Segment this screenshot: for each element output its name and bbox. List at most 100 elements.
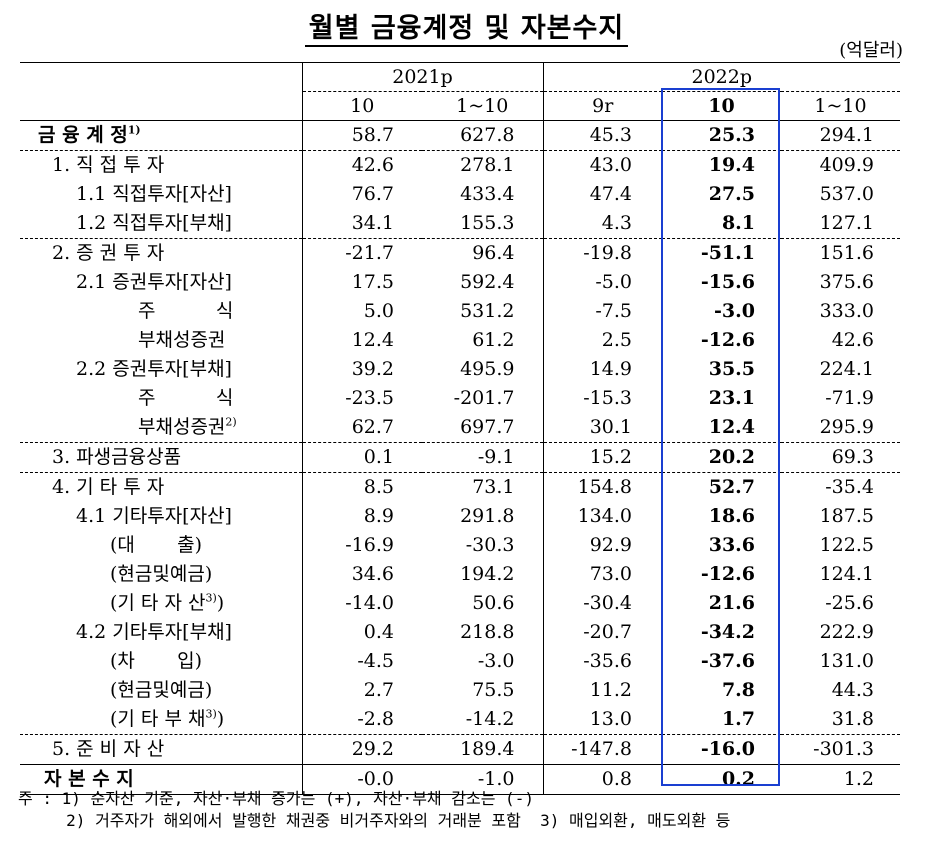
value-cell: -34.2	[700, 621, 755, 643]
table-row: 부채성증권 12.4 61.2 2.5 -12.6 42.6	[20, 326, 900, 355]
row-label-text: (현금및예금)	[110, 563, 213, 585]
value-cell: 31.8	[831, 708, 874, 730]
value-cell: 92.9	[589, 534, 632, 556]
value-cell: 47.4	[589, 183, 632, 205]
value-cell: 62.7	[351, 416, 394, 438]
value-cell: -3.0	[422, 647, 544, 676]
value-cell: 34.6	[351, 563, 394, 585]
value-cell: 537.0	[819, 183, 874, 205]
value-cell: 222.9	[819, 621, 874, 643]
table-row: (기 타 부 채3)) -2.8 -14.2 13.0 1.7 31.8	[20, 705, 900, 735]
header-blank	[20, 62, 303, 121]
row-label: 부채성증권2)	[20, 413, 303, 443]
row-label-text: 4. 기 타 투 자	[52, 476, 165, 498]
footnote-marker: 3)	[205, 591, 217, 605]
value-cell: -3.0	[714, 300, 755, 322]
value-cell: 23.1	[708, 387, 755, 409]
value-cell: -21.7	[302, 238, 422, 268]
value-cell: 33.6	[708, 534, 755, 556]
table-row: 자 본 수 지 -0.0 -1.0 0.8 0.2 1.2	[20, 764, 900, 795]
value-cell: 2.5	[601, 329, 632, 351]
row-label: (기 타 자 산3))	[20, 589, 303, 618]
value-cell: 218.8	[422, 618, 544, 647]
value-cell: -12.6	[700, 329, 755, 351]
value-cell: -35.6	[583, 650, 632, 672]
value-cell: 34.1	[351, 212, 394, 234]
value-cell: 1.7	[721, 708, 755, 730]
row-label-text: 부채성증권	[138, 416, 226, 438]
value-cell: 12.4	[708, 416, 755, 438]
value-cell: 13.0	[589, 708, 632, 730]
header-row-months: 10 1~10 9r 10 1~10	[20, 91, 900, 121]
value-cell: 151.6	[781, 238, 900, 268]
value-cell: 61.2	[422, 326, 544, 355]
value-cell: -15.3	[583, 387, 632, 409]
value-cell: -20.7	[583, 621, 632, 643]
value-cell: 30.1	[589, 416, 632, 438]
row-label: 2.2 증권투자[부채]	[20, 355, 303, 384]
footnote-line: 2) 거주자가 해외에서 발행한 채권중 비거주자와의 거래분 포함 3) 매입…	[18, 811, 731, 830]
header-col: 1~10	[781, 91, 900, 121]
footnote-marker: 2)	[225, 415, 237, 429]
row-label-text: (기 타 부 채	[110, 708, 206, 730]
value-cell: 8.1	[721, 212, 755, 234]
value-cell: 69.3	[781, 442, 900, 473]
row-label: 5. 준 비 자 산	[20, 734, 303, 765]
row-label-text: 3. 파생금융상품	[52, 446, 182, 468]
value-cell: -16.9	[345, 534, 394, 556]
page-title: 월별 금융계정 및 자본수지	[0, 6, 933, 47]
row-label-text: 금 융 계 정	[38, 124, 128, 146]
value-cell: 5.0	[363, 300, 394, 322]
row-label-text: (현금및예금)	[110, 679, 213, 701]
value-cell: 375.6	[819, 271, 874, 293]
row-label-text: (차 입)	[110, 650, 203, 672]
value-cell: 294.1	[781, 120, 900, 151]
value-cell: -25.6	[825, 592, 874, 614]
value-cell: 131.0	[819, 650, 874, 672]
value-cell: -9.1	[422, 442, 544, 473]
table-row: 금 융 계 정1) 58.7 627.8 45.3 25.3 294.1	[20, 120, 900, 151]
row-label: 2.1 증권투자[자산]	[20, 268, 303, 297]
row-label: 주 식	[20, 297, 303, 326]
row-label: (대 출)	[20, 531, 303, 560]
value-cell: 224.1	[819, 358, 874, 380]
value-cell: 52.7	[662, 472, 781, 502]
value-cell: -5.0	[595, 271, 632, 293]
row-label: (현금및예금)	[20, 676, 303, 705]
row-label: 4.1 기타투자[자산]	[20, 502, 303, 531]
header-year-2022: 2022p	[543, 62, 900, 92]
value-cell: -37.6	[700, 650, 755, 672]
value-cell: 134.0	[577, 505, 632, 527]
table-row: 주 식 -23.5 -201.7 -15.3 23.1 -71.9	[20, 384, 900, 413]
header-row-years: 2021p 2022p	[20, 62, 900, 121]
row-label: 1.1 직접투자[자산]	[20, 180, 303, 209]
financial-account-table: 2021p 2022p 10 1~10 9r 10 1~10 금 융 계 정1)…	[20, 62, 900, 795]
value-cell: 18.6	[708, 505, 755, 527]
value-cell: 7.8	[721, 679, 755, 701]
row-label-text: 2. 증 권 투 자	[52, 242, 165, 264]
value-cell: -301.3	[781, 734, 900, 765]
row-label: 1. 직 접 투 자	[20, 150, 303, 180]
header-col: 9r	[543, 91, 662, 121]
value-cell: -30.3	[422, 531, 544, 560]
row-label: 부채성증권	[20, 326, 303, 355]
value-cell: 45.3	[543, 120, 662, 151]
value-cell: -1.0	[422, 764, 544, 795]
value-cell: 1.2	[781, 764, 900, 795]
value-cell: 8.9	[363, 505, 394, 527]
value-cell: 27.5	[708, 183, 755, 205]
row-label: 3. 파생금융상품	[20, 442, 303, 473]
value-cell: 0.4	[363, 621, 394, 643]
value-cell: 15.2	[543, 442, 662, 473]
table-row: 1.1 직접투자[자산] 76.7 433.4 47.4 27.5 537.0	[20, 180, 900, 209]
value-cell: 0.1	[302, 442, 422, 473]
value-cell: 11.2	[589, 679, 632, 701]
value-cell: -51.1	[662, 238, 781, 268]
value-cell: 495.9	[422, 355, 544, 384]
value-cell: 19.4	[662, 150, 781, 180]
row-label: (기 타 부 채3))	[20, 705, 303, 735]
table-row: 5. 준 비 자 산 29.2 189.4 -147.8 -16.0 -301.3	[20, 734, 900, 765]
value-cell: 627.8	[422, 120, 544, 151]
value-cell: 14.9	[589, 358, 632, 380]
row-label-text: (기 타 자 산	[110, 592, 206, 614]
